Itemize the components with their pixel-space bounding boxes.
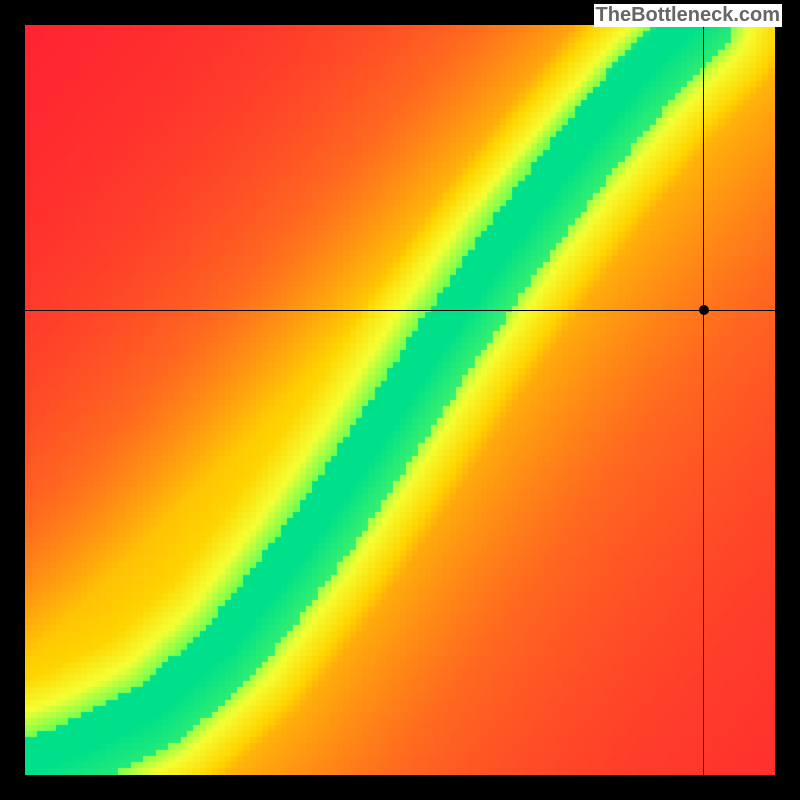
crosshair-horizontal [25,310,775,311]
crosshair-marker [699,305,709,315]
figure-container: TheBottleneck.com [0,0,800,800]
crosshair-vertical [703,25,704,775]
heatmap-plot [25,25,775,775]
heatmap-canvas [25,25,775,775]
watermark-text: TheBottleneck.com [594,4,782,27]
